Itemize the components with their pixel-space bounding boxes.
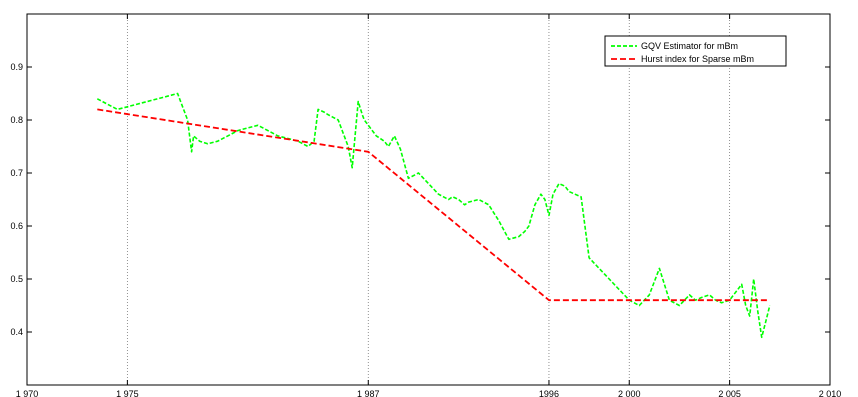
legend-label-1: Hurst index for Sparse mBm (641, 54, 754, 64)
x-tick-label-1970: 1 970 (16, 389, 39, 397)
axes-box (26, 13, 831, 386)
series-line-1 (97, 108, 770, 302)
x-tick-label-2005: 2 005 (718, 389, 741, 397)
y-tick-label-0.8: 0.8 (10, 115, 23, 125)
legend-box (604, 35, 787, 67)
x-tick-label-2000: 2 000 (618, 389, 641, 397)
series-layer (96, 92, 771, 339)
x-tick-label-1996: 1996 (539, 389, 559, 397)
y-tick-label-0.4: 0.4 (10, 327, 23, 337)
y-tick-label-0.7: 0.7 (10, 168, 23, 178)
y-tick-label-0.6: 0.6 (10, 221, 23, 231)
series-line-0 (96, 92, 771, 339)
x-tick-label-2010: 2 010 (819, 389, 842, 397)
y-tick-label-0.9: 0.9 (10, 62, 23, 72)
legend-label-0: GQV Estimator for mBm (641, 41, 738, 51)
y-tick-label-0.5: 0.5 (10, 274, 23, 284)
x-tick-label-1987: 1 987 (357, 389, 380, 397)
legend: GQV Estimator for mBm Hurst index for Spa… (604, 35, 787, 67)
grid-layer (126, 14, 731, 385)
tick-layer: 1 970 1 975 1 987 1996 2 000 2 005 2 010 0.4 0.5… (10, 14, 841, 397)
x-tick-label-1975: 1 975 (116, 389, 139, 397)
